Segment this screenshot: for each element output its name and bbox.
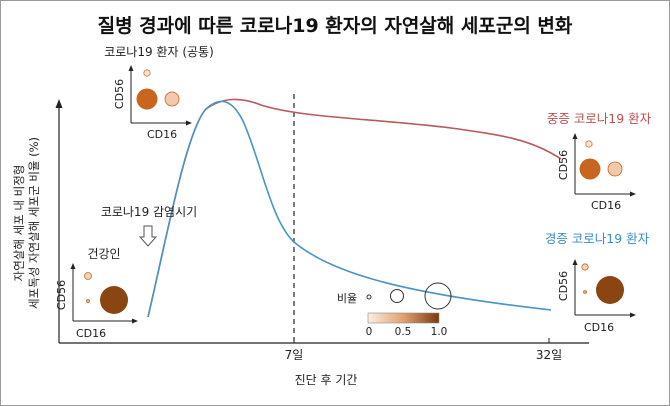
y-axis-title-line2: 세포독성 자연살해 세포군 비율 (%) bbox=[27, 137, 41, 309]
diagram-title: 질병 경과에 따른 코로나19 환자의 자연살해 세포군의 변화 bbox=[98, 15, 573, 37]
inset-severe-xlabel: CD16 bbox=[591, 199, 621, 212]
colorbar-tick-0: 0 bbox=[366, 326, 373, 338]
main-axes bbox=[55, 99, 589, 344]
colorbar-tick-1: 1.0 bbox=[431, 326, 448, 338]
inset-healthy: CD56 CD16 bbox=[55, 263, 138, 340]
severe-patient-curve bbox=[147, 98, 562, 318]
inset-severe-ylabel: CD56 bbox=[557, 150, 570, 180]
inset-mild: CD56 CD16 bbox=[557, 259, 636, 334]
x-axis-title: 진단 후 기간 bbox=[295, 373, 358, 387]
colorbar-tick-05: 0.5 bbox=[395, 326, 412, 338]
inset-mild-xlabel: CD16 bbox=[584, 321, 614, 334]
colorbar bbox=[367, 312, 440, 324]
inset-healthy-ylabel: CD56 bbox=[55, 280, 68, 310]
severe-patients-label: 중증 코로나19 환자 bbox=[547, 111, 652, 126]
x-tick-label-32: 32일 bbox=[536, 348, 562, 362]
mild-patient-curve bbox=[147, 100, 552, 318]
infection-period-label: 코로나19 감염시기 bbox=[101, 205, 197, 219]
legend-size-small bbox=[366, 294, 372, 300]
colorbar-legend: 0 0.5 1.0 bbox=[366, 312, 448, 338]
legend-size-medium bbox=[390, 289, 404, 303]
common-patients-label: 코로나19 환자 (공통) bbox=[104, 45, 214, 59]
y-axis-title-line1: 자연살해 세포 내 비정형 bbox=[12, 165, 26, 282]
mild-patients-label: 경증 코로나19 환자 bbox=[545, 231, 650, 246]
x-tick-label-7: 7일 bbox=[285, 348, 304, 362]
legend-size-large bbox=[424, 282, 452, 310]
inset-healthy-xlabel: CD16 bbox=[76, 327, 106, 340]
inset-common: CD56 CD16 bbox=[113, 65, 192, 141]
down-arrow-icon bbox=[138, 225, 158, 247]
size-legend: 비율 bbox=[337, 282, 452, 310]
healthy-label: 건강인 bbox=[87, 247, 120, 261]
inset-mild-ylabel: CD56 bbox=[557, 271, 570, 301]
inset-severe: CD56 CD16 bbox=[557, 133, 636, 212]
inset-common-ylabel: CD56 bbox=[113, 79, 126, 109]
inset-common-xlabel: CD16 bbox=[147, 128, 177, 141]
legend-title: 비율 bbox=[337, 292, 357, 305]
